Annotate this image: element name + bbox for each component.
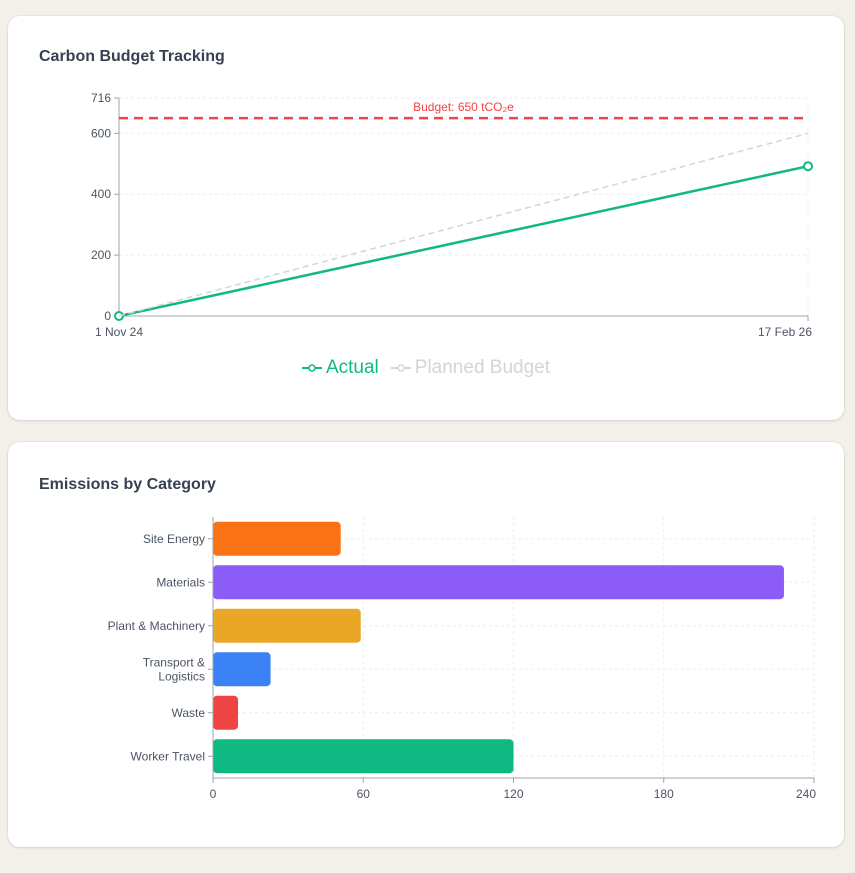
y-tick-label: 0 xyxy=(104,309,111,323)
x-tick-label: 17 Feb 26 xyxy=(758,325,812,339)
bar-1 xyxy=(213,565,784,600)
bar-5 xyxy=(213,739,514,774)
category-label: Logistics xyxy=(158,669,205,683)
line-legend: Actual Planned Budget xyxy=(8,357,844,379)
category-label: Transport & xyxy=(143,655,205,669)
x-tick-label: 120 xyxy=(503,787,523,801)
carbon-budget-card: Carbon Budget Tracking 0 200 400 600 716 1 No… xyxy=(8,16,844,420)
planned-legend-icon xyxy=(390,364,411,372)
category-label: Worker Travel xyxy=(131,749,205,763)
budget-reference-label: Budget: 650 tCO₂e xyxy=(413,100,514,114)
emissions-category-chart: Site Energy Materials Plant & Machinery Tra… xyxy=(108,517,816,801)
carbon-budget-title: Carbon Budget Tracking xyxy=(39,48,225,65)
carbon-budget-chart: 0 200 400 600 716 1 Nov 24 17 Feb 26 Budget: 65… xyxy=(91,91,813,339)
bar-4 xyxy=(213,695,239,730)
bar-2 xyxy=(213,608,361,643)
emissions-category-card: Emissions by Category Site Energy Materia… xyxy=(8,442,844,847)
y-tick-label: 200 xyxy=(91,248,111,262)
bar-0 xyxy=(213,521,341,556)
y-tick-label: 400 xyxy=(91,187,111,201)
x-tick-label: 60 xyxy=(357,787,371,801)
x-tick-label: 180 xyxy=(654,787,674,801)
x-tick-label: 0 xyxy=(210,787,217,801)
category-label: Plant & Machinery xyxy=(108,619,205,633)
legend-item-actual[interactable]: Actual xyxy=(301,357,379,379)
emissions-category-title: Emissions by Category xyxy=(39,476,216,493)
category-label: Site Energy xyxy=(143,532,205,546)
legend-label-actual: Actual xyxy=(325,357,379,378)
data-point-actual xyxy=(803,161,813,172)
legend-label-planned: Planned Budget xyxy=(414,357,551,378)
x-tick-label: 240 xyxy=(796,787,816,801)
category-label: Materials xyxy=(156,575,205,589)
actual-legend-icon xyxy=(301,364,322,372)
category-label: Waste xyxy=(171,706,205,720)
x-tick-label: 1 Nov 24 xyxy=(95,325,143,339)
y-tick-label: 716 xyxy=(91,91,111,105)
legend-item-planned[interactable]: Planned Budget xyxy=(390,357,551,379)
bar-3 xyxy=(213,652,271,687)
y-tick-label: 600 xyxy=(91,126,111,140)
series-line-planned xyxy=(118,132,809,317)
series-line-actual xyxy=(118,164,809,318)
